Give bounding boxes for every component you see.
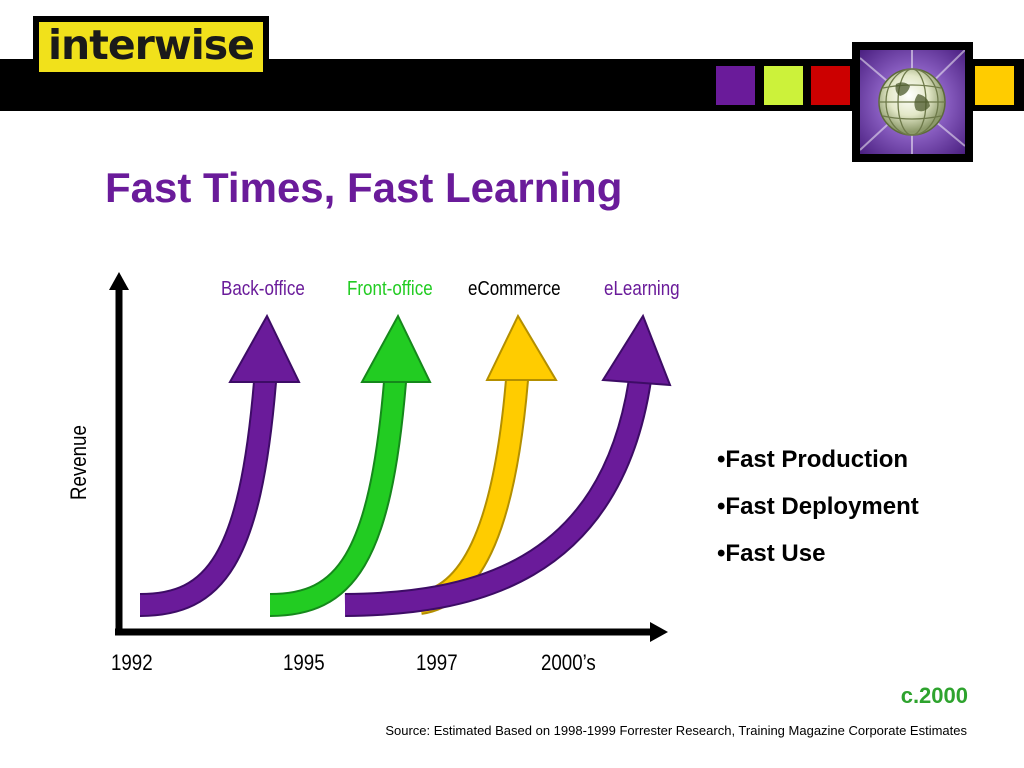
wave-label-front-office: Front-office [347, 278, 433, 300]
benefit-item: •Fast Use [717, 540, 826, 567]
x-tick-label: 1992 [111, 650, 153, 675]
globe-image [860, 50, 965, 154]
benefit-list: •Fast Production •Fast Deployment •Fast … [717, 446, 919, 587]
logo-panel: interwise [39, 22, 263, 72]
wave-arrow-back-office [139, 313, 301, 617]
y-axis-arrowhead [109, 272, 129, 290]
source-citation: Source: Estimated Based on 1998-1999 For… [385, 723, 967, 738]
swatch-red [811, 66, 850, 105]
y-axis-label: Revenue [66, 425, 91, 500]
x-tick-label: 1995 [283, 650, 325, 675]
swatch-yellow [975, 66, 1014, 105]
globe-icon [860, 50, 965, 154]
logo-text: interwise [47, 20, 255, 69]
x-tick-label: 2000’s [541, 650, 596, 675]
x-tick-label: 1997 [416, 650, 458, 675]
wave-arrow-elearning [344, 313, 672, 617]
wave-label-elearning: eLearning [604, 278, 680, 300]
interwise-logo: interwise [33, 16, 269, 78]
swatch-lime [764, 66, 803, 105]
wave-arrow-front-office [269, 313, 432, 617]
x-axis-arrowhead [650, 622, 668, 642]
benefit-item: •Fast Deployment [717, 493, 919, 520]
date-note: c.2000 [900, 683, 968, 708]
benefit-item: •Fast Production [717, 446, 909, 473]
globe-image-frame [852, 42, 973, 162]
wave-label-back-office: Back-office [221, 278, 305, 300]
swatch-purple [716, 66, 755, 105]
wave-label-ecommerce: eCommerce [468, 278, 561, 300]
slide-title: Fast Times, Fast Learning [105, 164, 623, 211]
